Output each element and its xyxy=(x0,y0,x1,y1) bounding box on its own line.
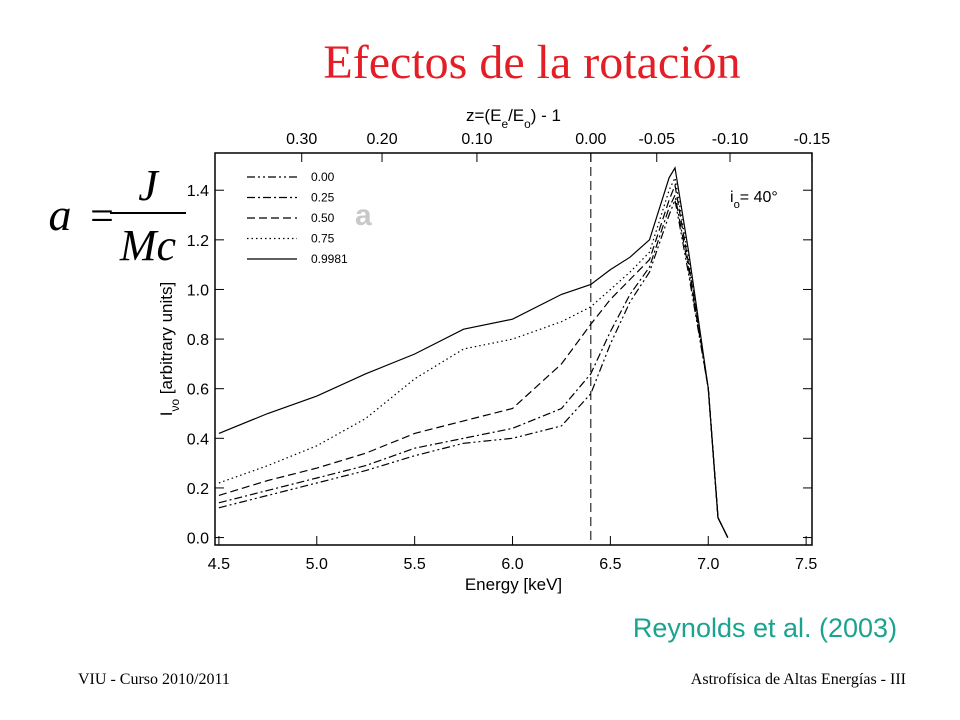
y-tick-label: 1.2 xyxy=(187,233,209,250)
citation: Reynolds et al. (2003) xyxy=(633,613,897,643)
annotation-sub: o xyxy=(734,199,740,211)
annotation-part: i xyxy=(730,189,734,206)
y-tick-label: 0.4 xyxy=(187,431,209,448)
series-line xyxy=(218,197,729,538)
x2-tick-label: 0.10 xyxy=(461,131,492,148)
x-axis-label: Energy [keV] xyxy=(465,575,562,594)
y-tick-label: 1.0 xyxy=(187,282,209,299)
x2-axis-label-sub: o xyxy=(524,117,531,131)
formula-eq: = xyxy=(90,194,114,240)
y-axis-label: Iνo [arbitrary units] xyxy=(157,282,182,416)
x2-tick-label: -0.15 xyxy=(794,131,831,148)
series-line xyxy=(218,166,729,538)
x2-tick-label: -0.10 xyxy=(712,131,749,148)
x-tick-label: 6.0 xyxy=(501,556,523,573)
y-tick-label: 1.4 xyxy=(187,183,209,200)
y-tick-label: 0.2 xyxy=(187,481,209,498)
y-tick-label: 0.0 xyxy=(187,531,209,548)
x2-axis-label-part: z=(E xyxy=(466,106,501,125)
x-tick-label: 7.0 xyxy=(697,556,719,573)
annotation-part: = 40° xyxy=(740,189,778,206)
formula-lhs: a xyxy=(49,189,72,240)
slide-title: Efectos de la rotación xyxy=(323,36,740,89)
annotation-part: a xyxy=(355,199,372,232)
x2-tick-label: 0.20 xyxy=(366,131,397,148)
y-tick-label: 0.6 xyxy=(187,382,209,399)
y-axis-label-sub: νo xyxy=(168,399,182,412)
x2-tick-label: 0.00 xyxy=(575,131,606,148)
x2-tick-label: 0.30 xyxy=(286,131,317,148)
series-line xyxy=(218,175,729,538)
x2-axis-label-sub: e xyxy=(501,117,508,131)
legend-label: 0.25 xyxy=(311,191,335,205)
x2-tick-label: -0.05 xyxy=(639,131,676,148)
plot-frame xyxy=(214,152,813,546)
series-line xyxy=(218,193,729,538)
x-tick-label: 5.5 xyxy=(404,556,426,573)
y-axis-label-part: I xyxy=(157,411,176,416)
footer-left: VIU - Curso 2010/2011 xyxy=(78,671,230,688)
formula-numerator: J xyxy=(138,161,160,210)
legend-label: 0.9981 xyxy=(311,252,348,266)
chart: 4.5 5.0 5.5 6.0 6.5 7.0 7.5 0.0 0.2 0.4 0.6 0.8 1.0 1… xyxy=(157,106,830,594)
annotation: a xyxy=(355,199,372,232)
formula: a = J Mc xyxy=(49,161,186,270)
x-tick-label: 7.5 xyxy=(795,556,817,573)
footer-right: Astrofísica de Altas Energías - III xyxy=(691,671,906,688)
x-tick-label: 4.5 xyxy=(208,556,230,573)
y-axis-label-part: [arbitrary units] xyxy=(157,282,176,399)
x2-axis-label-part: ) - 1 xyxy=(531,106,561,125)
annotation: io= 40° xyxy=(730,189,778,211)
x-tick-label: 5.0 xyxy=(306,556,328,573)
legend-label: 0.50 xyxy=(311,211,335,225)
legend-label: 0.00 xyxy=(311,170,335,184)
x2-axis-label-part: /E xyxy=(508,106,524,125)
formula-denominator: Mc xyxy=(119,221,177,270)
x2-axis-label: z=(Ee/Eo) - 1 xyxy=(466,106,561,131)
series-line xyxy=(218,183,729,538)
legend-label: 0.75 xyxy=(311,232,335,246)
x-tick-label: 6.5 xyxy=(599,556,621,573)
y-tick-label: 0.8 xyxy=(187,332,209,349)
